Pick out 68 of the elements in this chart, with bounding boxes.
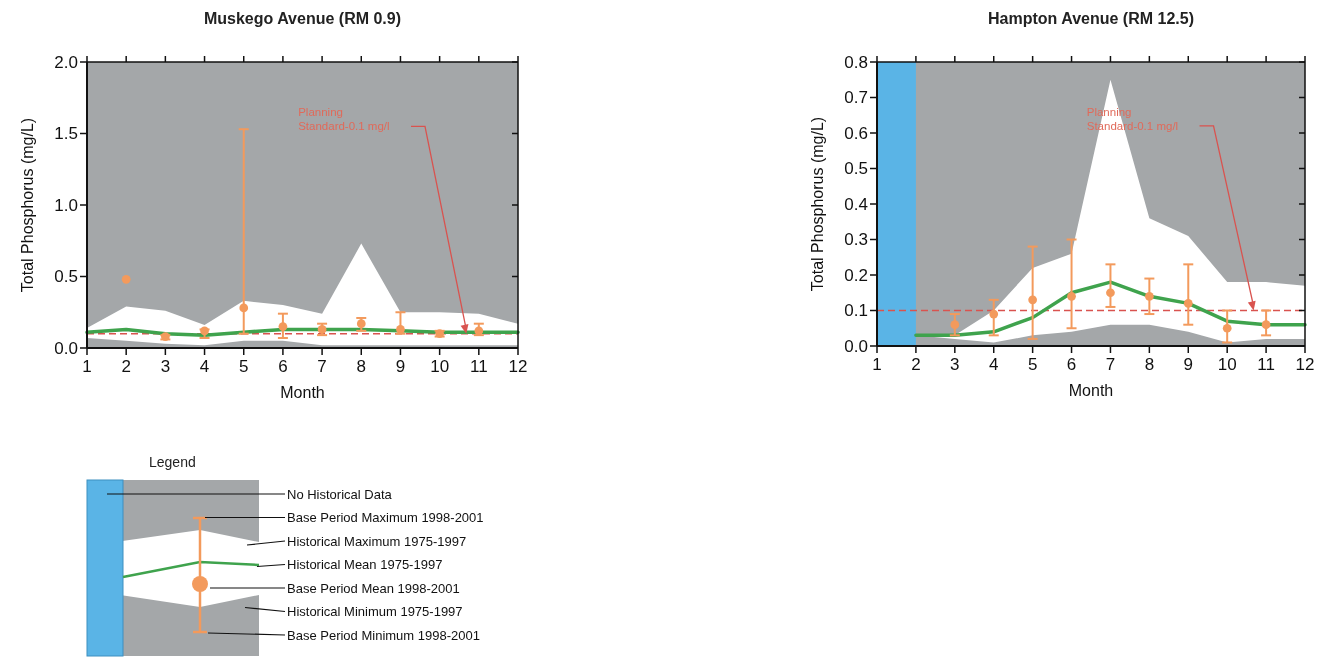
y-axis-title: Total Phosphorus (mg/L): [19, 117, 36, 293]
x-tick-label: 8: [1144, 355, 1155, 374]
x-tick-label: 4: [199, 357, 210, 376]
point: [989, 309, 999, 319]
x-tick-label: 6: [278, 357, 288, 376]
text: Legend: [149, 454, 196, 470]
x-tick-label: 3: [950, 355, 960, 374]
text: Historical Mean 1975-1997: [287, 557, 443, 573]
x-tick-label: 3: [160, 357, 171, 376]
x-tick-label: 5: [238, 357, 249, 376]
y-tick-label: 1.5: [54, 124, 78, 144]
y-tick-label: 0.4: [844, 194, 868, 214]
x-tick-label: 10: [430, 357, 450, 376]
y-tick-label: 0.0: [54, 338, 78, 358]
x-tick-label: 6: [1066, 355, 1077, 374]
x-tick-label: 9: [1183, 355, 1194, 374]
chart-title: Muskego Avenue (RM 0.9): [203, 10, 402, 27]
text: Base Period Maximum 1998-2001: [287, 510, 484, 526]
x-tick-label: 2: [911, 355, 921, 374]
x-tick-label: 1: [872, 355, 882, 374]
x-tick-label: 8: [356, 357, 367, 376]
x-tick-label: 11: [469, 357, 488, 376]
text: Historical Maximum 1975-1997: [287, 533, 467, 549]
y-tick-label: 1.0: [54, 195, 78, 215]
point: [1067, 291, 1076, 301]
ref-line-label: Planning Standard-0.1 mg/l: [298, 106, 390, 133]
point: [239, 303, 249, 313]
point: [1261, 320, 1271, 330]
y-tick-label: 0.1: [844, 301, 868, 321]
x-tick-label: 10: [1217, 355, 1237, 374]
x-tick-label: 12: [1295, 355, 1315, 374]
point: [396, 325, 405, 334]
x-tick-label: 7: [1105, 355, 1116, 374]
y-tick-label: 0.7: [844, 88, 868, 108]
x-tick-label: 9: [395, 357, 406, 376]
x-tick-label: 7: [317, 357, 327, 376]
text: Historical Minimum 1975-1997: [287, 604, 463, 620]
point: [121, 275, 131, 284]
point: [1106, 288, 1115, 298]
y-axis-title: Total Phosphorus (mg/L): [809, 116, 826, 292]
chart-title: Hampton Avenue (RM 12.5): [988, 10, 1194, 27]
point: [1028, 295, 1038, 305]
y-tick-label: 0.3: [844, 230, 868, 250]
point: [1222, 323, 1232, 333]
y-tick-label: 0.0: [844, 336, 868, 356]
y-tick-label: 0.8: [844, 52, 868, 72]
point: [950, 320, 960, 330]
y-tick-label: 2.0: [54, 52, 78, 72]
text: No Historical Data: [287, 486, 393, 502]
y-tick-label: 0.5: [844, 159, 868, 179]
x-tick-label: 11: [1257, 355, 1275, 374]
point: [1183, 299, 1193, 308]
x-tick-label: 1: [82, 357, 92, 376]
x-tick-label: 4: [988, 355, 999, 374]
point: [278, 322, 288, 331]
y-tick-label: 0.6: [844, 123, 868, 143]
x-axis-title: Month: [1068, 382, 1114, 399]
point: [1144, 291, 1154, 301]
line-series: [914, 280, 1307, 338]
text: Base Period Minimum 1998-2001: [287, 627, 480, 643]
x-axis-title: Month: [280, 384, 325, 401]
text: Base Period Mean 1998-2001: [287, 580, 460, 596]
x-tick-label: 12: [508, 357, 528, 376]
x-tick-label: 2: [121, 357, 131, 376]
y-tick-label: 0.5: [54, 267, 78, 287]
x-tick-label: 5: [1027, 355, 1038, 374]
y-tick-label: 0.2: [844, 265, 868, 285]
point: [474, 326, 484, 336]
